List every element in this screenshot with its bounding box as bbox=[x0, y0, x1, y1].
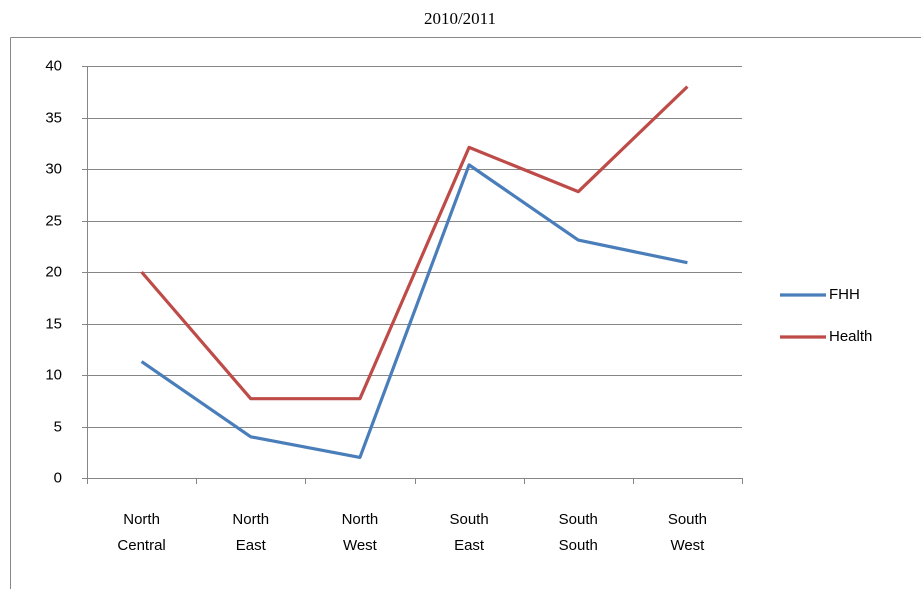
y-tick-label: 25 bbox=[45, 212, 62, 229]
x-tick-label: North East bbox=[232, 511, 269, 554]
legend-label: Health bbox=[829, 328, 872, 345]
x-tick-label: North Central bbox=[117, 511, 165, 554]
x-tick-label: North West bbox=[342, 511, 379, 554]
y-tick-label: 15 bbox=[45, 315, 62, 332]
x-tick-label: South West bbox=[668, 511, 707, 554]
y-tick-label: 0 bbox=[54, 469, 62, 486]
x-tick-label: South East bbox=[449, 511, 488, 554]
y-tick-label: 20 bbox=[45, 263, 62, 280]
y-tick-label: 10 bbox=[45, 366, 62, 383]
chart-title: 2010/2011 bbox=[424, 9, 496, 28]
y-tick-label: 30 bbox=[45, 160, 62, 177]
y-tick-label: 5 bbox=[54, 418, 62, 435]
series-line bbox=[140, 163, 688, 459]
y-tick-label: 40 bbox=[45, 57, 62, 74]
legend-label: FHH bbox=[829, 286, 860, 303]
x-tick-label: South South bbox=[559, 511, 598, 554]
series-line bbox=[140, 85, 689, 401]
y-tick-label: 35 bbox=[45, 109, 62, 126]
